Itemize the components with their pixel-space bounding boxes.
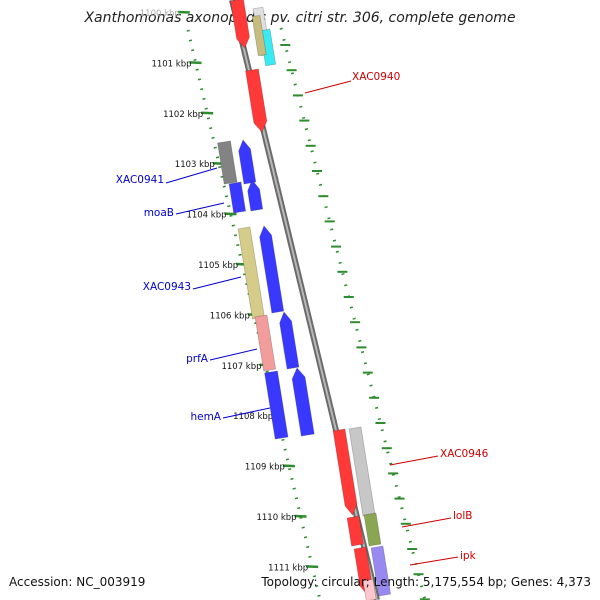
gene-label-connector — [209, 348, 258, 361]
gene-label-connector — [304, 80, 352, 94]
gene-label[interactable]: hemA — [190, 411, 221, 423]
ruler-tick-label: 1107 kbp — [221, 362, 261, 372]
gene-feature-red-mid[interactable] — [346, 515, 364, 547]
ruler-tick — [201, 111, 214, 115]
genome-summary-text: Topology: circular; Length: 5,175,554 bp… — [261, 575, 591, 589]
ruler-tick-label: 1110 kbp — [256, 513, 296, 523]
ruler-tick-label: 1108 kbp — [233, 412, 273, 422]
gene-label-connector — [192, 276, 242, 290]
gene-label[interactable]: XAC0941 — [116, 174, 164, 186]
ruler-tick-label: 1105 kbp — [198, 261, 238, 271]
gene-label[interactable]: XAC0943 — [143, 281, 191, 293]
gene-label[interactable]: moaB — [144, 207, 174, 219]
gene-label[interactable]: XAC0946 — [440, 448, 489, 460]
gene-feature-grey[interactable] — [217, 140, 238, 185]
gene-feature-olive-top[interactable] — [251, 14, 267, 57]
gene-feature-blue-c[interactable] — [259, 225, 285, 314]
gene-feature-ipk[interactable] — [370, 545, 392, 597]
ruler-tick — [189, 61, 202, 65]
gene-feature-XAC0940-a[interactable] — [230, 0, 250, 49]
ruler-tick — [294, 514, 307, 518]
gene-label[interactable]: ipk — [460, 550, 477, 562]
map-title: Xanthomonas axonopodis pv. citri str. 30… — [84, 10, 516, 26]
ruler-tick-label: 1103 kbp — [175, 160, 215, 170]
gene-feature-blue-e[interactable] — [291, 367, 315, 437]
ruler-tick-label: 1111 kbp — [268, 563, 308, 573]
ruler-tick-label: 1104 kbp — [186, 211, 226, 221]
ruler-tick-label: 1100 kbp — [140, 9, 180, 19]
gene-feature-XAC0941[interactable] — [238, 139, 257, 185]
gene-feature-pink[interactable] — [362, 578, 377, 600]
gene-label-connector — [401, 517, 452, 528]
gene-label-connector — [389, 455, 439, 466]
gene-label[interactable]: XAC0940 — [352, 71, 400, 83]
accession-text: Accession: NC_003919 — [9, 575, 146, 589]
gene-feature-lolB[interactable] — [363, 512, 382, 547]
gene-feature-prfA[interactable] — [254, 314, 277, 372]
ruler-tick — [177, 10, 190, 14]
ruler-tick-label: 1109 kbp — [245, 463, 285, 473]
gene-label[interactable]: lolB — [453, 510, 472, 522]
gene-feature-XAC0946[interactable] — [332, 428, 358, 516]
ruler-tick — [224, 212, 237, 216]
gene-label-connector — [175, 202, 225, 215]
ruler-tick-label: 1102 kbp — [163, 110, 203, 120]
gene-feature-blue-d[interactable] — [279, 311, 300, 370]
gene-label-connector — [222, 407, 271, 419]
gene-label[interactable]: prfA — [186, 353, 209, 365]
gene-label-connector — [165, 167, 218, 184]
ruler-tick — [306, 565, 319, 569]
ruler-tick — [282, 464, 295, 468]
gene-feature-XAC0940[interactable] — [245, 68, 268, 133]
gene-label-connector — [409, 556, 459, 566]
ruler-tick-label: 1101 kbp — [151, 59, 191, 69]
gene-feature-hemA[interactable] — [264, 370, 289, 440]
gene-feature-blue-b[interactable] — [247, 179, 264, 212]
ruler-tick-label: 1106 kbp — [210, 311, 250, 321]
gene-feature-moaB[interactable] — [228, 181, 247, 214]
